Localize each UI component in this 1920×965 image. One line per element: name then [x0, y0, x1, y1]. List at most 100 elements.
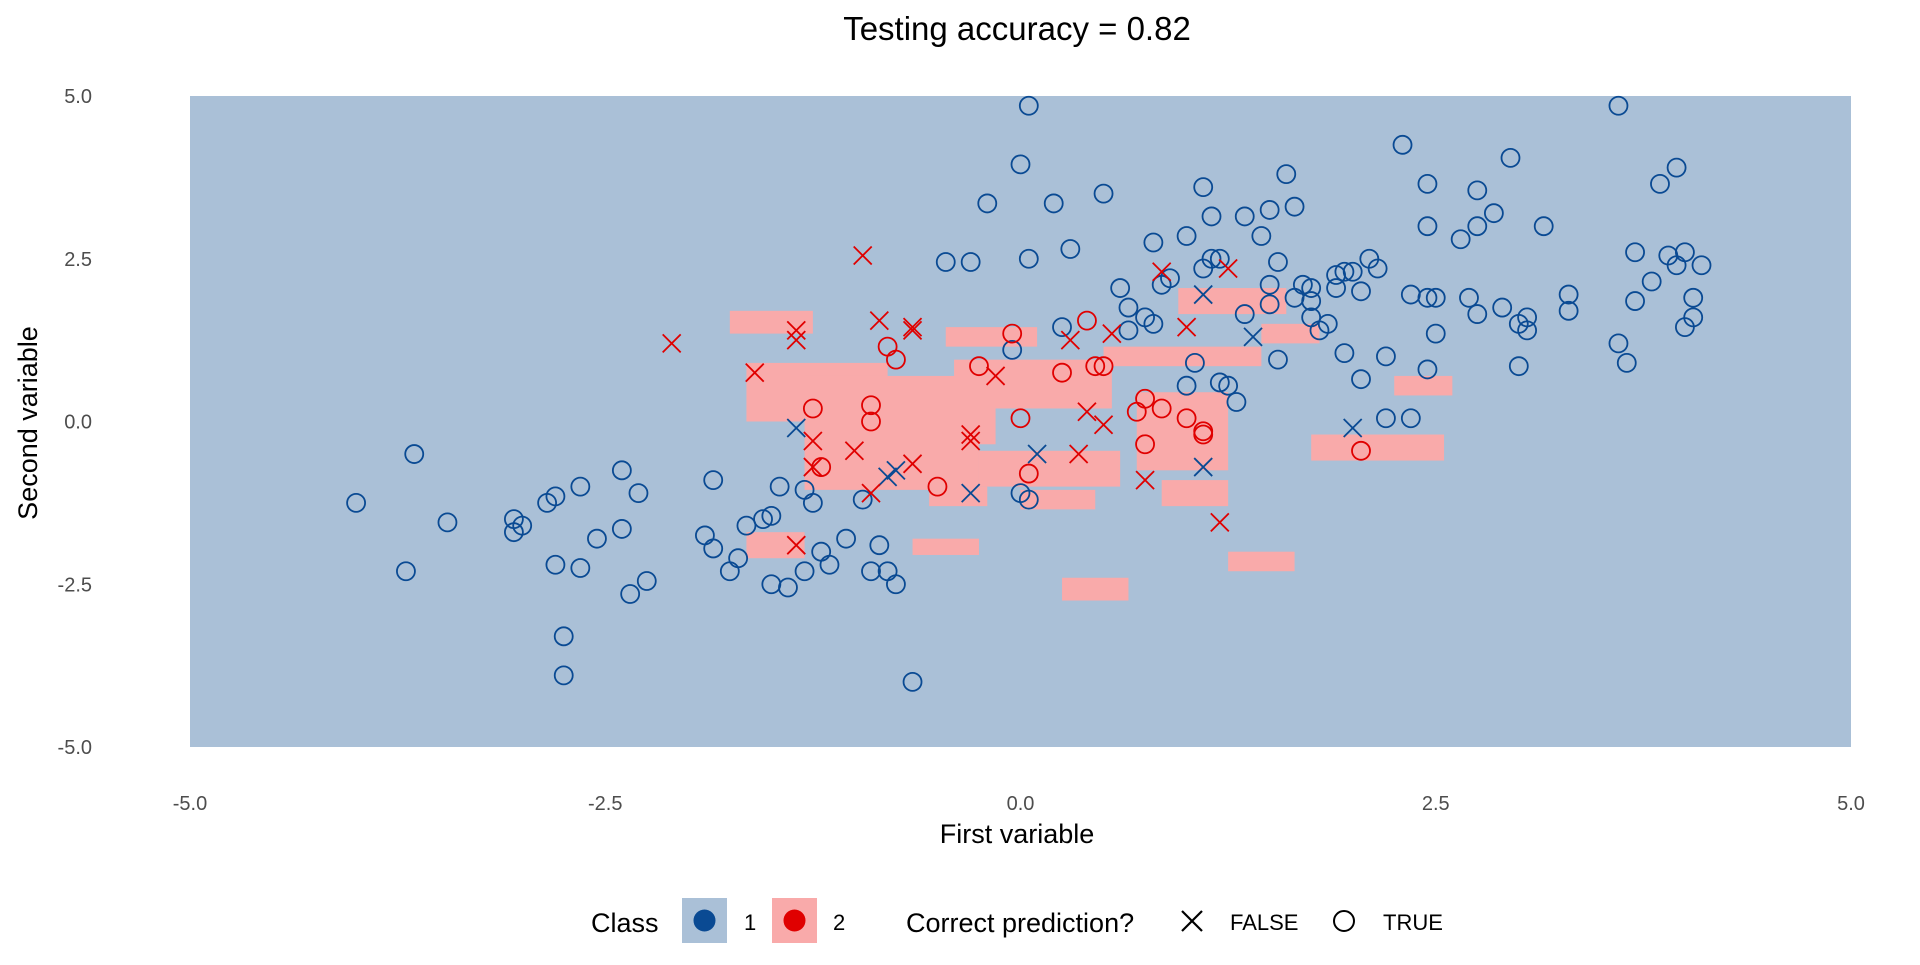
- point-class1-correct: [1691, 255, 1712, 276]
- point-class1-incorrect: [961, 483, 981, 503]
- x-axis-label: First variable: [940, 819, 1095, 849]
- point-class1-correct: [1060, 239, 1081, 259]
- point-class1-correct: [620, 584, 641, 604]
- region-class2-patch: [912, 538, 979, 555]
- point-class1-correct: [1209, 248, 1230, 269]
- legend-class-title: Class: [591, 908, 659, 938]
- point-class1-correct: [1376, 408, 1396, 429]
- point-class2-correct: [1085, 356, 1106, 377]
- y-tick-label: 0.0: [64, 412, 92, 434]
- point-class1-correct: [1268, 349, 1288, 370]
- point-class1-correct: [1608, 95, 1629, 116]
- legend: Class 1 2 Correct prediction? FALSE TRUE: [591, 898, 1443, 943]
- point-class1-correct: [802, 492, 823, 513]
- point-class2-incorrect: [902, 454, 923, 474]
- point-class1-correct: [836, 528, 856, 549]
- point-class1-correct: [553, 665, 574, 686]
- point-class1-correct: [1018, 489, 1039, 510]
- point-class1-correct: [611, 519, 632, 539]
- data-points: [346, 95, 1712, 692]
- point-class1-correct: [1417, 173, 1438, 194]
- point-class1-correct: [1143, 313, 1164, 334]
- point-class1-correct: [935, 252, 956, 272]
- point-class1-correct: [1209, 372, 1230, 393]
- point-class1-correct: [1508, 356, 1529, 377]
- point-class2-incorrect: [745, 363, 765, 383]
- chart-title: Testing accuracy = 0.82: [843, 10, 1191, 47]
- point-class1-correct: [1284, 196, 1305, 217]
- region-class2-patch: [1394, 375, 1453, 396]
- point-class2-correct: [1010, 408, 1031, 429]
- point-class2-incorrect: [1152, 262, 1172, 282]
- region-class2-patch: [1178, 288, 1287, 315]
- point-class1-correct: [570, 558, 591, 578]
- region-class2-patch: [1161, 480, 1229, 507]
- point-class1-correct: [1459, 287, 1479, 308]
- point-class2-incorrect: [1135, 470, 1155, 490]
- region-class2-patch: [1103, 346, 1262, 367]
- point-class1-correct: [1650, 173, 1670, 194]
- point-class1-correct: [960, 252, 981, 272]
- legend-class2-dot: [783, 909, 806, 932]
- point-class1-correct: [404, 444, 425, 464]
- point-class2-correct: [927, 476, 948, 497]
- point-class2-incorrect: [961, 424, 981, 445]
- point-class1-correct: [553, 626, 574, 647]
- point-class1-correct: [1118, 297, 1139, 318]
- point-class2-incorrect: [803, 457, 823, 477]
- point-class1-correct: [819, 554, 840, 575]
- point-class1-correct: [1018, 95, 1039, 116]
- point-class1-correct: [1533, 216, 1554, 237]
- region-class2-patch: [1261, 323, 1320, 344]
- legend-class1-label: 1: [744, 910, 756, 935]
- point-class2-correct: [886, 349, 906, 370]
- legend-true-label: TRUE: [1383, 910, 1443, 935]
- point-class2-incorrect: [985, 366, 1006, 386]
- point-class2-correct: [1093, 356, 1114, 377]
- region-class2-patch: [1136, 392, 1229, 471]
- point-class1-incorrect: [786, 418, 806, 438]
- x-tick-label: -2.5: [588, 793, 622, 815]
- point-class2-incorrect: [869, 310, 889, 331]
- point-class2-correct: [861, 395, 881, 416]
- point-class1-correct: [1251, 226, 1272, 246]
- point-class1-correct: [1234, 206, 1255, 227]
- point-class1-correct: [587, 528, 607, 549]
- point-class2-correct: [1077, 310, 1097, 331]
- point-class1-correct: [736, 515, 757, 536]
- point-class1-correct: [1276, 164, 1297, 185]
- point-class1-correct: [346, 492, 367, 513]
- point-class2-correct: [1052, 362, 1072, 383]
- point-class1-correct: [1259, 274, 1280, 295]
- x-tick-label: 5.0: [1837, 793, 1865, 815]
- point-class1-correct: [1641, 271, 1662, 292]
- point-class2-incorrect: [1077, 402, 1097, 422]
- point-class1-correct: [1625, 242, 1645, 263]
- point-class1-correct: [1351, 369, 1371, 390]
- point-class1-correct: [1517, 307, 1538, 328]
- point-class1-correct: [1052, 317, 1072, 338]
- point-class1-correct: [1201, 206, 1222, 227]
- point-class1-incorrect: [877, 467, 898, 487]
- point-class2-incorrect: [1218, 258, 1238, 279]
- region-class2-patch: [1228, 551, 1295, 572]
- point-class1-correct: [1118, 320, 1139, 341]
- point-class1-correct: [703, 538, 724, 559]
- point-class1-incorrect: [886, 460, 906, 480]
- region-class2-patch: [1020, 489, 1096, 510]
- point-class2-correct: [1193, 424, 1214, 445]
- point-class1-correct: [1043, 193, 1064, 214]
- point-class1-correct: [1392, 134, 1413, 155]
- point-class1-correct: [886, 574, 906, 595]
- legend-true-circle-icon: [1333, 910, 1355, 932]
- point-class1-correct: [512, 515, 533, 536]
- legend-class2-label: 2: [833, 910, 845, 935]
- point-class1-correct: [1259, 200, 1280, 220]
- point-class2-incorrect: [1102, 323, 1122, 344]
- point-class1-correct: [769, 476, 790, 497]
- point-class1-correct: [1334, 261, 1355, 282]
- point-class1-correct: [1110, 278, 1131, 298]
- point-class1-correct: [1558, 284, 1579, 305]
- region-class2-patch: [729, 310, 813, 334]
